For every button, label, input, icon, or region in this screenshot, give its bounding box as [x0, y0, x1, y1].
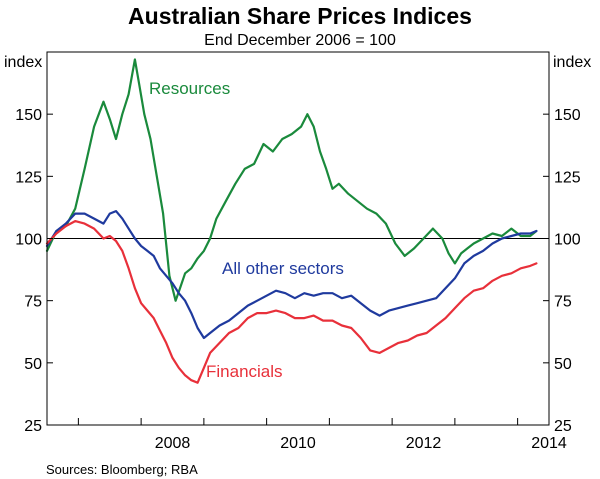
y-tick-label-left: 25 [24, 418, 42, 435]
y-tick-label-left: 100 [15, 232, 42, 249]
y-tick-label-right: 150 [554, 107, 581, 124]
y-tick-label-left: 75 [24, 294, 42, 311]
source-note: Sources: Bloomberg; RBA [46, 462, 198, 477]
y-tick-label-left: 50 [24, 356, 42, 373]
series-label-financials: Financials [206, 362, 283, 381]
series-line-resources [45, 58, 538, 302]
x-tick-label: 2014 [531, 435, 567, 452]
y-tick-label-right: 100 [554, 232, 581, 249]
series-label-resources: Resources [149, 79, 230, 98]
x-tick-label: 2010 [280, 435, 316, 452]
y-tick-label-left: 125 [15, 169, 42, 186]
y-axis-label-right: index [553, 54, 591, 71]
y-tick-label-right: 50 [554, 356, 572, 373]
series-line-all-other-sectors [45, 210, 538, 340]
x-tick-label: 2012 [406, 435, 442, 452]
y-tick-label-right: 25 [554, 418, 572, 435]
y-axis-label-left: index [4, 54, 42, 71]
series-line-financials [45, 220, 538, 384]
y-tick-label-right: 125 [554, 169, 581, 186]
series-label-all-other-sectors: All other sectors [222, 259, 344, 278]
chart-title: Australian Share Prices Indices [128, 3, 472, 29]
y-tick-label-right: 75 [554, 294, 572, 311]
x-tick-label: 2008 [155, 435, 191, 452]
y-tick-label-left: 150 [15, 107, 42, 124]
chart-subtitle: End December 2006 = 100 [204, 32, 396, 49]
